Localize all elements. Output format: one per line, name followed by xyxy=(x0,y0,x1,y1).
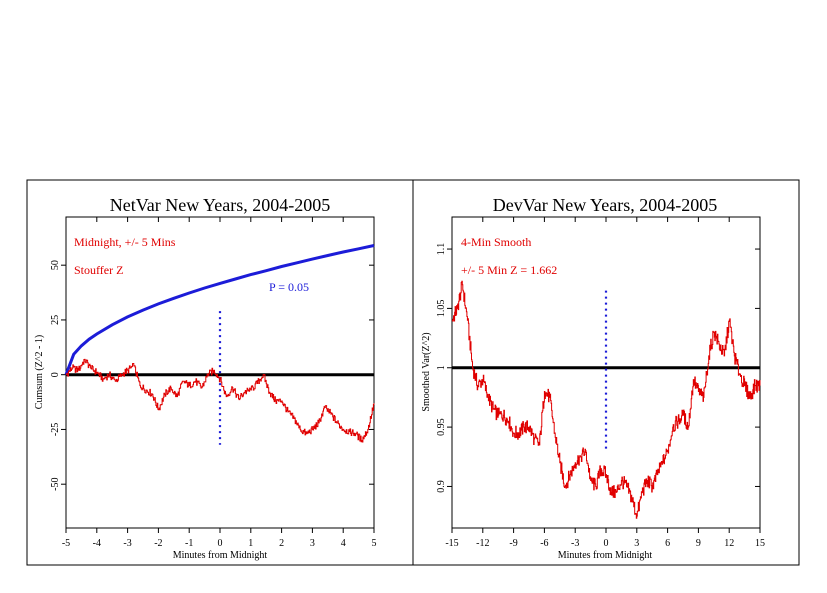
netvar-x-ticks: -5 -4 -3 -2 -1 0 1 2 3 4 5 xyxy=(62,217,377,549)
netvar-y-tick-label: 25 xyxy=(50,315,61,325)
devvar-y-axis-label: Smoothed Var(Z^2) xyxy=(421,332,432,411)
netvar-x-axis-label: Minutes from Midnight xyxy=(173,550,268,561)
devvar-x-tick-label: -12 xyxy=(476,538,489,549)
devvar-x-tick-label: -3 xyxy=(571,538,579,549)
netvar-title: NetVar New Years, 2004-2005 xyxy=(110,195,330,215)
netvar-y-tick-label: 0 xyxy=(50,372,61,377)
devvar-x-tick-label: 15 xyxy=(755,538,765,549)
devvar-panel: DevVar New Years, 2004-2005 -15 -12 -9 -6 -3… xyxy=(421,195,765,561)
devvar-y-tick-label: 1 xyxy=(436,365,447,370)
devvar-annotation-smooth: 4-Min Smooth xyxy=(461,235,531,249)
devvar-y-tick-label: 0.95 xyxy=(436,418,447,436)
devvar-x-tick-label: -15 xyxy=(445,538,458,549)
netvar-x-tick-label: 4 xyxy=(341,538,346,549)
devvar-y-ticks: 0.9 0.95 1 1.05 1.1 xyxy=(436,243,760,493)
devvar-x-tick-label: 6 xyxy=(665,538,670,549)
netvar-y-tick-label: 50 xyxy=(50,260,61,270)
devvar-x-tick-label: 3 xyxy=(634,538,639,549)
netvar-y-tick-label: -25 xyxy=(50,423,61,436)
netvar-annotation-p-value: P = 0.05 xyxy=(269,280,309,294)
netvar-x-tick-label: 2 xyxy=(279,538,284,549)
devvar-annotation-z: +/- 5 Min Z = 1.662 xyxy=(461,263,557,277)
netvar-x-tick-label: -1 xyxy=(185,538,193,549)
netvar-x-tick-label: -2 xyxy=(154,538,162,549)
devvar-y-tick-label: 1.1 xyxy=(436,243,447,256)
netvar-y-ticks: -50 -25 0 25 50 xyxy=(50,260,374,491)
netvar-x-tick-label: 0 xyxy=(218,538,223,549)
netvar-annotation-method: Stouffer Z xyxy=(74,263,123,277)
devvar-smoothed-line xyxy=(452,280,761,519)
netvar-x-tick-label: -3 xyxy=(123,538,131,549)
netvar-x-tick-label: -5 xyxy=(62,538,70,549)
devvar-x-axis-label: Minutes from Midnight xyxy=(558,550,653,561)
netvar-y-tick-label: -50 xyxy=(50,478,61,491)
netvar-p05-envelope-line xyxy=(64,244,375,376)
devvar-y-tick-label: 1.05 xyxy=(436,300,447,318)
netvar-x-tick-label: 1 xyxy=(248,538,253,549)
netvar-x-tick-label: -4 xyxy=(93,538,101,549)
netvar-cumsum-line xyxy=(66,358,375,443)
netvar-y-axis-label: Cumsum (Z^2 - 1) xyxy=(34,335,45,409)
devvar-title: DevVar New Years, 2004-2005 xyxy=(493,195,717,215)
devvar-x-tick-label: 12 xyxy=(724,538,734,549)
netvar-x-tick-label: 5 xyxy=(372,538,377,549)
devvar-x-tick-label: 9 xyxy=(696,538,701,549)
devvar-x-tick-label: 0 xyxy=(604,538,609,549)
devvar-x-tick-label: -6 xyxy=(540,538,548,549)
netvar-x-tick-label: 3 xyxy=(310,538,315,549)
devvar-x-ticks: -15 -12 -9 -6 -3 0 3 6 9 12 15 xyxy=(445,217,765,549)
devvar-y-tick-label: 0.9 xyxy=(436,480,447,493)
netvar-panel: NetVar New Years, 2004-2005 -5 -4 -3 -2 -1 0 1… xyxy=(34,195,377,561)
netvar-annotation-window: Midnight, +/- 5 Mins xyxy=(74,235,176,249)
devvar-x-tick-label: -9 xyxy=(509,538,517,549)
